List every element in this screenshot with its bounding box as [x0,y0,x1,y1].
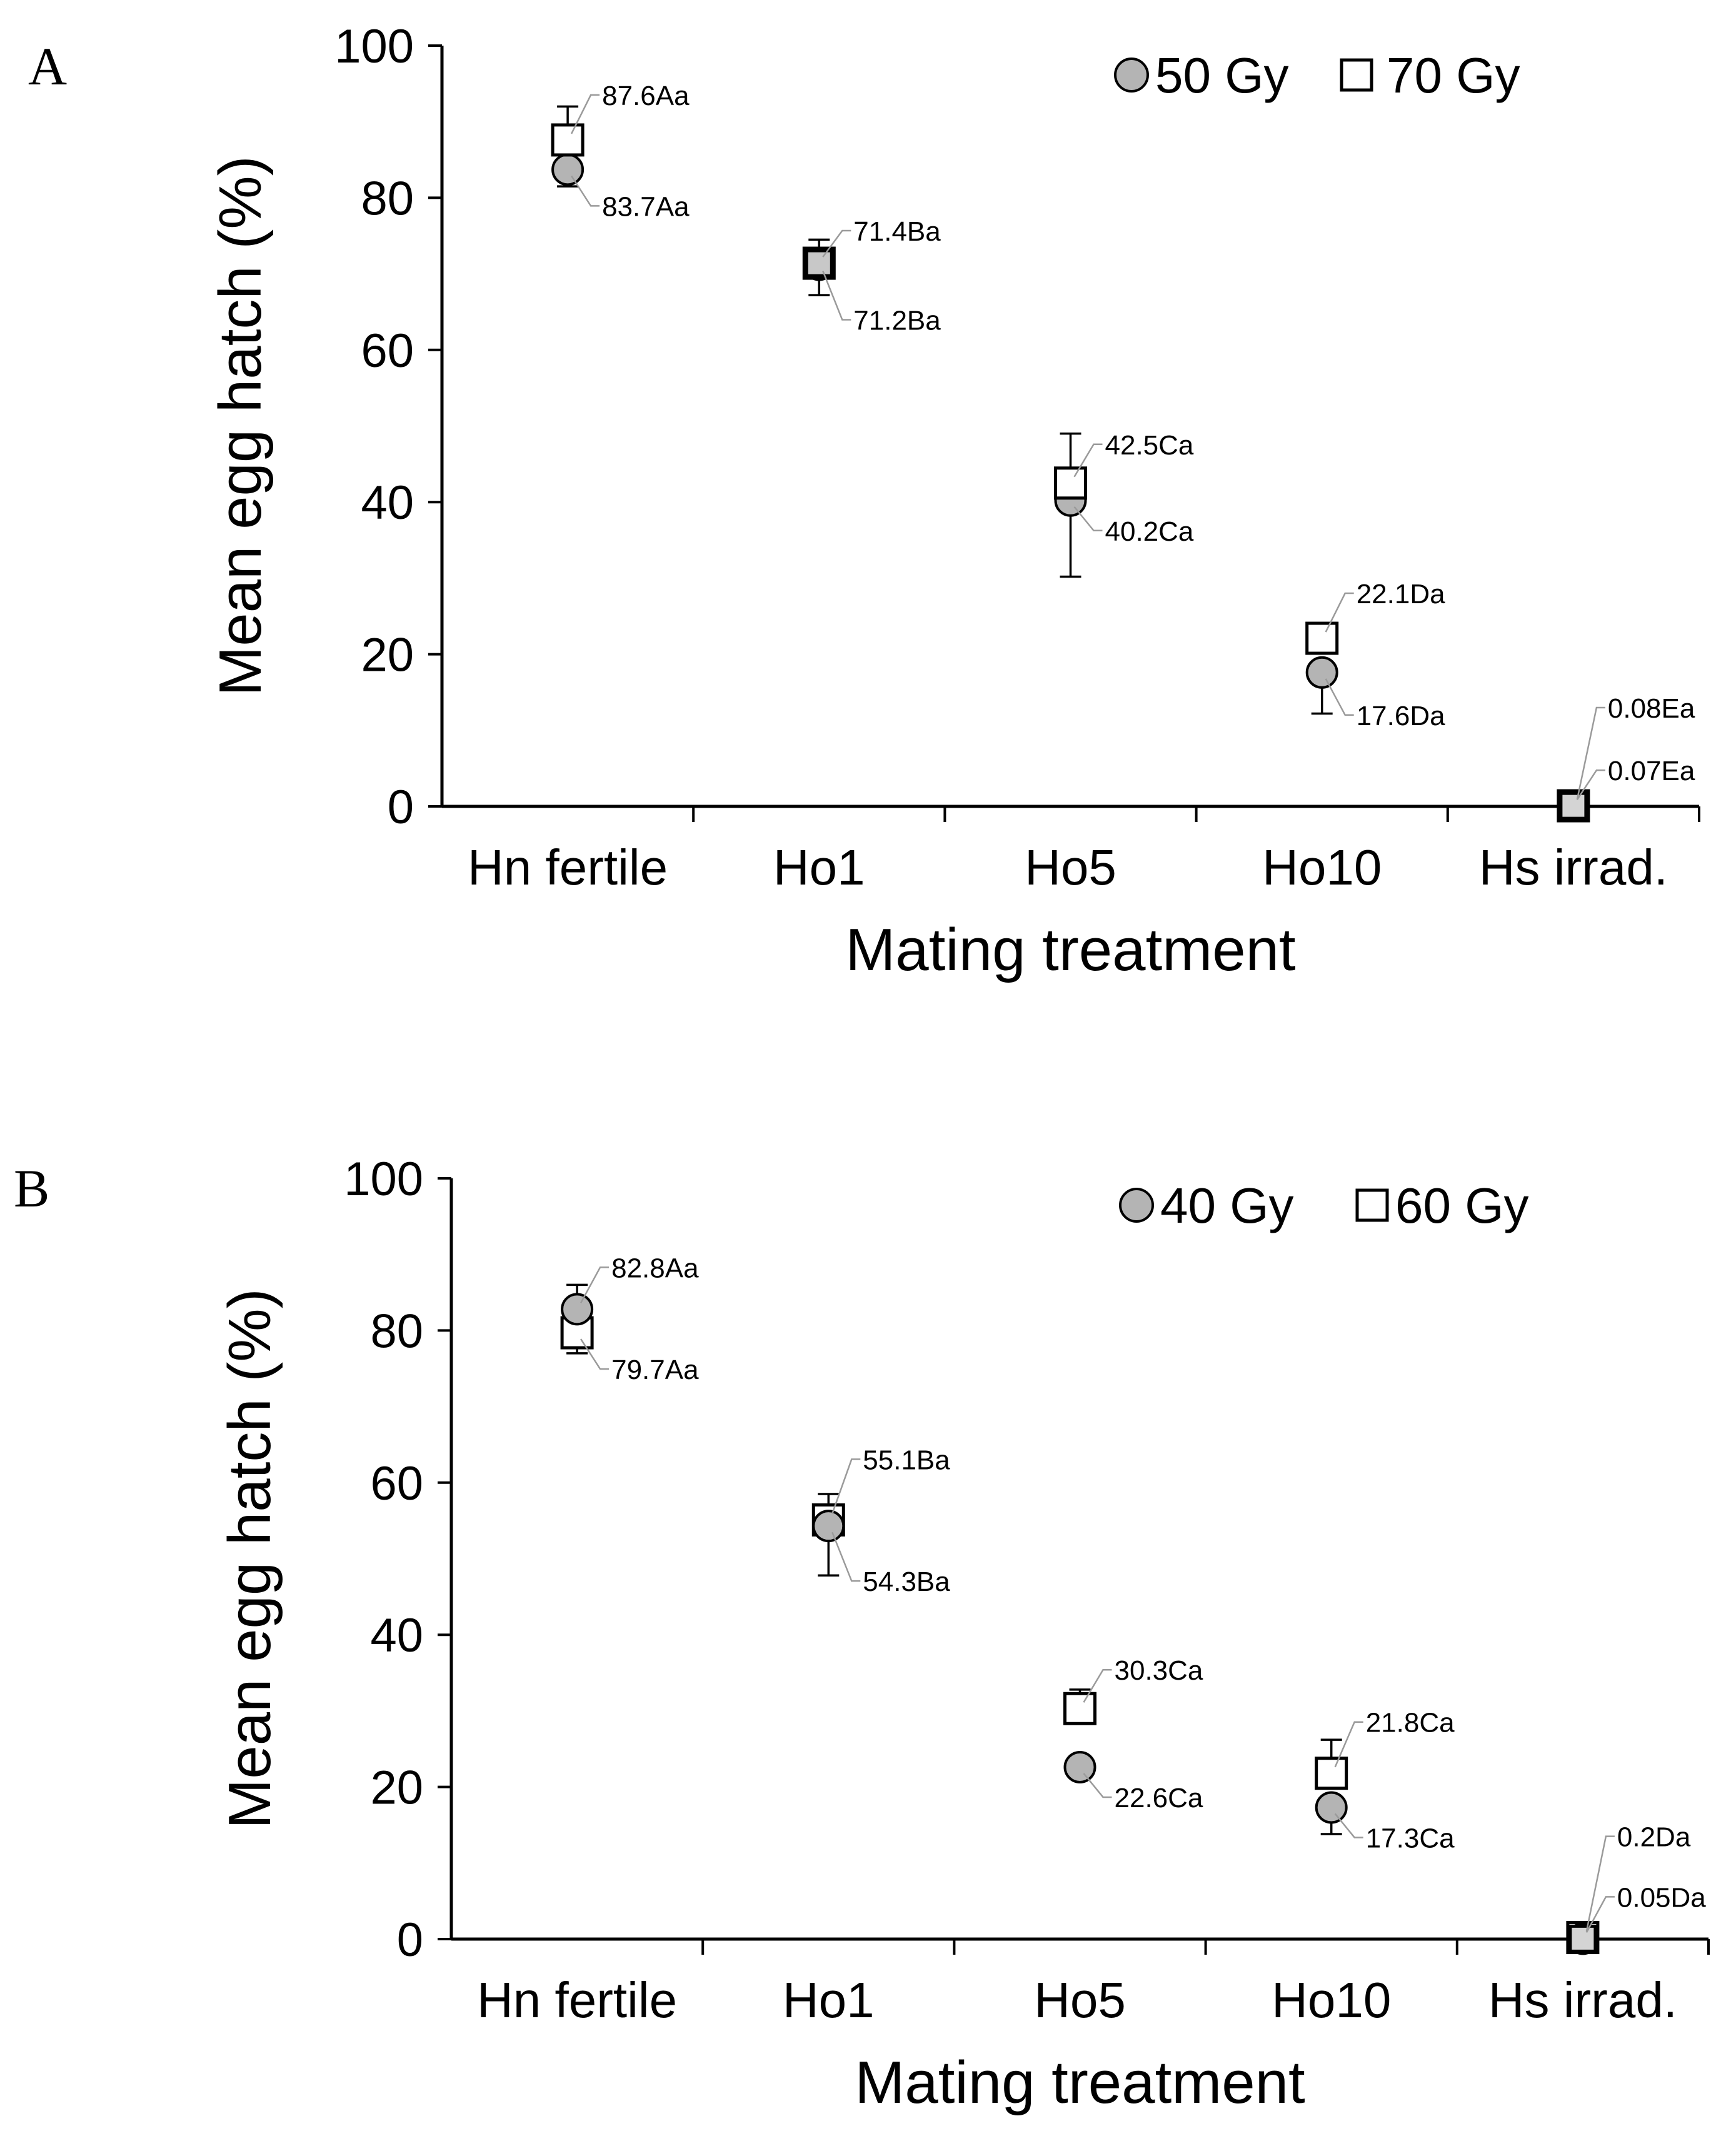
y-tick-label: 0 [397,1913,423,1967]
label-leader [1083,1773,1112,1798]
data-label: 0.05Da [1617,1882,1706,1913]
data-point-circle [812,1510,845,1543]
x-tick-label: Hn fertile [468,840,668,895]
panel-letter: B [14,1158,49,1218]
label-leader [1576,769,1605,800]
data-point-circle [1305,656,1338,689]
data-point-circle [1315,1791,1348,1824]
label-leader [1334,1721,1363,1768]
x-tick-label: Ho10 [1262,840,1382,895]
label-leader [580,1266,610,1303]
data-label: 22.1Da [1357,579,1445,609]
data-point-square [551,123,585,157]
label-leader [831,1532,861,1582]
y-tick-label: 60 [361,324,414,378]
label-leader [1073,443,1103,478]
legend-label: 50 Gy [1155,48,1288,103]
label-leader [822,229,851,258]
y-tick-label: 100 [334,20,414,73]
y-tick-label: 20 [361,629,414,682]
x-tick-label: Ho5 [1034,1972,1126,2028]
panel-letter: A [28,36,67,96]
label-leader [1334,1813,1363,1838]
data-label: 42.5Ca [1105,430,1194,461]
label-leader [570,94,600,134]
y-tick-label: 60 [370,1457,423,1510]
data-point-square [1315,1757,1348,1790]
y-tick-label: 0 [388,781,414,834]
y-tick-label: 40 [361,476,414,529]
data-label: 17.6Da [1357,701,1445,731]
legend: 50 Gy 70 Gy [1114,48,1520,103]
data-point-circle [551,153,585,186]
legend-label: 60 Gy [1395,1178,1528,1233]
data-label: 55.1Ba [863,1445,950,1475]
legend: 40 Gy 60 Gy [1119,1178,1528,1233]
data-point-circle [561,1293,594,1326]
data-label: 0.08Ea [1608,693,1695,724]
x-tick-label: Ho5 [1025,840,1116,895]
data-point-circle [1063,1750,1096,1783]
legend-circle-marker [1114,58,1149,93]
y-tick-label: 80 [361,172,414,225]
data-label: 30.3Ca [1115,1655,1203,1686]
legend-square-marker [1355,1188,1389,1222]
label-leader [571,175,600,207]
data-label: 17.3Ca [1366,1823,1455,1853]
x-tick-label: Ho10 [1272,1972,1391,2028]
data-point-square [1054,466,1087,500]
data-label: 79.7Aa [611,1355,699,1385]
legend-circle-marker [1119,1188,1154,1223]
x-tick-label: Hs irrad. [1479,840,1668,895]
x-axis-title: Mating treatment [855,2049,1305,2116]
label-leader [1576,706,1605,800]
y-axis-title: Mean egg hatch (%) [216,1288,283,1828]
label-leader [822,271,851,321]
data-label: 40.2Ca [1105,516,1194,547]
data-label: 21.8Ca [1366,1708,1455,1738]
data-point-overlap [1568,1924,1597,1953]
y-axis-title: Mean egg hatch (%) [207,156,274,696]
label-leader [831,1458,861,1514]
data-label: 0.07Ea [1608,756,1695,786]
label-leader [1325,678,1354,716]
label-leader [1325,592,1354,633]
data-label: 71.4Ba [853,216,941,247]
label-leader [1083,1668,1112,1703]
x-tick-label: Hs irrad. [1488,1972,1677,2028]
x-tick-label: Hn fertile [477,1972,677,2028]
data-label: 0.2Da [1617,1822,1691,1853]
label-leader [1073,506,1103,532]
data-point-square [1305,621,1339,655]
data-label: 54.3Ba [863,1567,950,1597]
data-label: 82.8Aa [611,1253,699,1283]
label-leader [1585,1896,1615,1933]
panel-b: B 0 20 40 60 80 100 Hn fertile Ho1 Ho5 Ho10 Hs irra… [14,1153,1710,2116]
legend-square-marker [1340,58,1373,92]
x-tick-label: Ho1 [783,1972,875,2028]
data-label: 83.7Aa [602,191,690,222]
data-point-overlap [1559,791,1588,820]
data-label: 87.6Aa [602,81,690,111]
y-tick-label: 80 [370,1305,423,1358]
y-tick-label: 40 [370,1609,423,1662]
y-tick-label: 20 [370,1762,423,1815]
data-label: 22.6Ca [1115,1783,1203,1813]
panel-a: A 0 20 40 60 80 100 Hn fertile Ho1 Ho5 Ho10 Hs irra… [28,20,1700,983]
data-point-square [1063,1692,1096,1725]
data-label: 71.2Ba [853,305,941,336]
legend-label: 40 Gy [1160,1178,1293,1233]
x-tick-label: Ho1 [773,840,865,895]
y-tick-label: 100 [344,1153,423,1206]
label-leader [580,1338,610,1370]
data-point-overlap [805,249,833,278]
label-leader [1585,1835,1615,1932]
x-axis-title: Mating treatment [845,916,1295,983]
legend-label: 70 Gy [1387,48,1520,103]
